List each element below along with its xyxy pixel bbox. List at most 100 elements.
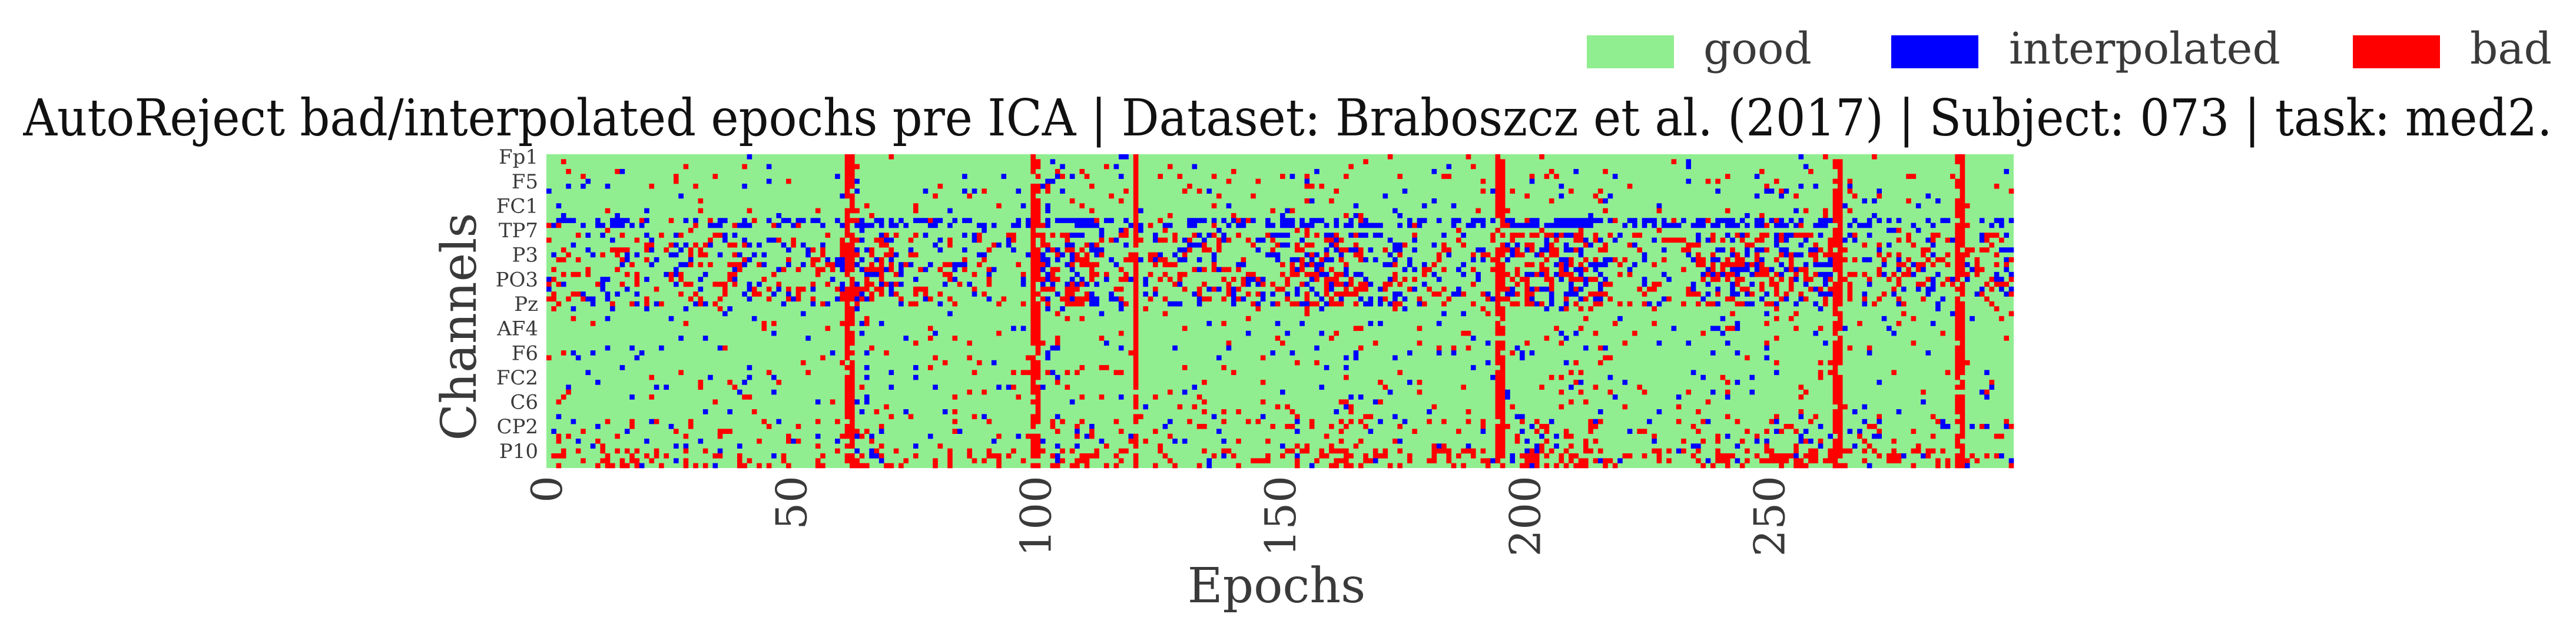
heatmap-cell-bad bbox=[1837, 218, 1843, 223]
heatmap-cell-bad bbox=[1569, 188, 1574, 194]
heatmap-cell-bad bbox=[683, 448, 689, 454]
heatmap-cell-bad bbox=[600, 252, 605, 258]
heatmap-cell-interpolated bbox=[1505, 257, 1510, 263]
heatmap-cell-interpolated bbox=[1642, 252, 1647, 258]
y-tick-label: F6 bbox=[512, 341, 538, 365]
heatmap-cell-bad bbox=[649, 394, 655, 400]
heatmap-cell-bad bbox=[566, 389, 571, 395]
heatmap-cell-interpolated bbox=[1309, 257, 1315, 263]
heatmap-cell-interpolated bbox=[1690, 281, 1696, 287]
heatmap-cell-interpolated bbox=[595, 380, 601, 385]
heatmap-cell-bad bbox=[1739, 301, 1745, 307]
heatmap-cell-bad bbox=[1813, 448, 1819, 454]
heatmap-cell-bad bbox=[1877, 242, 1882, 248]
heatmap-cell-bad bbox=[1710, 267, 1716, 273]
heatmap-cell-bad bbox=[1837, 164, 1843, 170]
heatmap-cell-bad bbox=[2008, 188, 2014, 194]
heatmap-cell-bad bbox=[1539, 267, 1544, 273]
heatmap-cell-bad bbox=[1456, 429, 1461, 434]
heatmap-cell-interpolated bbox=[952, 277, 958, 282]
heatmap-cell-interpolated bbox=[1412, 247, 1417, 253]
heatmap-cell-bad bbox=[1299, 448, 1305, 454]
heatmap-cell-interpolated bbox=[1593, 262, 1599, 267]
heatmap-cell-interpolated bbox=[1520, 414, 1525, 420]
heatmap-cell-interpolated bbox=[1627, 429, 1633, 434]
heatmap-cell-bad bbox=[913, 233, 919, 238]
heatmap-cell-bad bbox=[629, 262, 635, 267]
heatmap-cell-bad bbox=[722, 429, 728, 434]
heatmap-cell-interpolated bbox=[1705, 281, 1711, 287]
heatmap-cell-interpolated bbox=[1451, 223, 1457, 228]
heatmap-cell-interpolated bbox=[1334, 237, 1339, 243]
heatmap-cell-bad bbox=[1960, 311, 1965, 317]
heatmap-cell-interpolated bbox=[1720, 330, 1726, 336]
heatmap-cell-bad bbox=[1079, 247, 1085, 253]
heatmap-cell-interpolated bbox=[1055, 414, 1060, 420]
heatmap-cell-bad bbox=[1696, 458, 1701, 463]
heatmap-cell-bad bbox=[664, 453, 669, 459]
heatmap-cell-interpolated bbox=[605, 183, 611, 189]
heatmap-cell-interpolated bbox=[1578, 218, 1584, 223]
heatmap-cell-bad bbox=[1294, 463, 1300, 469]
heatmap-cell-interpolated bbox=[1020, 326, 1026, 331]
heatmap-cell-bad bbox=[1583, 267, 1589, 273]
heatmap-cell-interpolated bbox=[888, 237, 894, 243]
heatmap-cell-interpolated bbox=[1109, 257, 1114, 263]
heatmap-cell-interpolated bbox=[1569, 218, 1574, 223]
heatmap-cell-interpolated bbox=[1798, 433, 1804, 439]
heatmap-cell-bad bbox=[840, 321, 846, 326]
heatmap-cell-bad bbox=[1573, 247, 1579, 253]
heatmap-cell-interpolated bbox=[698, 286, 704, 292]
heatmap-cell-bad bbox=[1832, 296, 1838, 302]
heatmap-cell-bad bbox=[1906, 257, 1911, 263]
heatmap-cell-interpolated bbox=[615, 291, 620, 297]
heatmap-cell-bad bbox=[1123, 277, 1129, 282]
heatmap-cell-bad bbox=[1896, 321, 1902, 326]
heatmap-cell-interpolated bbox=[1940, 296, 1946, 302]
heatmap-cell-interpolated bbox=[1935, 198, 1941, 204]
heatmap-cell-bad bbox=[982, 458, 987, 463]
heatmap-cell-interpolated bbox=[1045, 277, 1050, 282]
heatmap-cell-interpolated bbox=[2004, 291, 2009, 297]
heatmap-cell-bad bbox=[581, 458, 586, 463]
heatmap-cell-bad bbox=[1891, 439, 1897, 444]
heatmap-cell-bad bbox=[1133, 227, 1139, 233]
heatmap-cell-bad bbox=[1441, 242, 1447, 248]
heatmap-cell-bad bbox=[1764, 223, 1769, 228]
heatmap-cell-interpolated bbox=[854, 223, 860, 228]
heatmap-cell-interpolated bbox=[1681, 218, 1686, 223]
heatmap-cell-bad bbox=[1490, 237, 1496, 243]
heatmap-cell-interpolated bbox=[1559, 306, 1564, 311]
heatmap-cell-bad bbox=[1289, 301, 1295, 307]
heatmap-cell-bad bbox=[698, 262, 704, 267]
heatmap-cell-bad bbox=[1788, 281, 1794, 287]
heatmap-cell-interpolated bbox=[976, 223, 982, 228]
heatmap-cell-interpolated bbox=[551, 223, 556, 228]
heatmap-cell-interpolated bbox=[972, 237, 977, 243]
heatmap-cell-bad bbox=[1035, 277, 1041, 282]
heatmap-cell-bad bbox=[1818, 439, 1824, 444]
heatmap-cell-bad bbox=[1187, 183, 1192, 189]
heatmap-cell-interpolated bbox=[1925, 218, 1931, 223]
heatmap-cell-interpolated bbox=[878, 281, 884, 287]
heatmap-cell-bad bbox=[1681, 448, 1686, 454]
heatmap-cell-bad bbox=[850, 433, 855, 439]
heatmap-cell-interpolated bbox=[634, 291, 640, 297]
heatmap-cell-bad bbox=[1265, 453, 1271, 459]
heatmap-cell-interpolated bbox=[1451, 203, 1457, 208]
heatmap-cell-bad bbox=[1534, 458, 1540, 463]
heatmap-cell-bad bbox=[1495, 350, 1501, 356]
heatmap-cell-interpolated bbox=[1128, 223, 1134, 228]
heatmap-cell-bad bbox=[1309, 183, 1315, 189]
heatmap-cell-bad bbox=[1529, 174, 1535, 179]
heatmap-cell-interpolated bbox=[1387, 252, 1393, 258]
heatmap-cell-interpolated bbox=[1236, 223, 1241, 228]
heatmap-cell-bad bbox=[1837, 453, 1843, 459]
heatmap-cell-bad bbox=[571, 271, 576, 277]
heatmap-cell-interpolated bbox=[1431, 271, 1437, 277]
heatmap-cell-interpolated bbox=[1294, 257, 1300, 263]
heatmap-cell-interpolated bbox=[1979, 286, 1985, 292]
heatmap-cell-interpolated bbox=[1569, 233, 1574, 238]
heatmap-cell-bad bbox=[1231, 277, 1236, 282]
heatmap-cell-interpolated bbox=[1935, 271, 1941, 277]
